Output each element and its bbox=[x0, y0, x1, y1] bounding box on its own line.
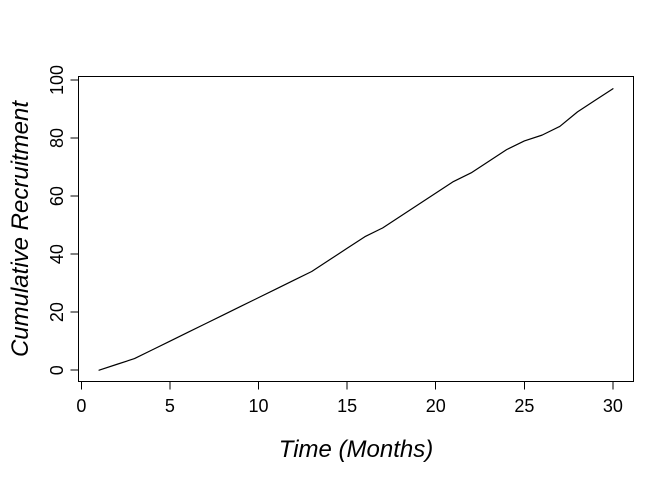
x-axis-title: Time (Months) bbox=[279, 436, 433, 463]
plot-box bbox=[78, 76, 634, 382]
recruitment-series-line bbox=[98, 88, 614, 371]
y-tick-label: 100 bbox=[47, 65, 67, 95]
x-tick-label: 25 bbox=[514, 396, 534, 416]
y-tick-label: 60 bbox=[47, 186, 67, 206]
y-tick-label: 40 bbox=[47, 244, 67, 264]
y-tick-label: 20 bbox=[47, 302, 67, 322]
x-tick-label: 20 bbox=[426, 396, 446, 416]
chart-generated-layer: 0 5 10 15 20 25 30 0 20 40 60 80 100 bbox=[47, 65, 634, 416]
x-tick-label: 15 bbox=[337, 396, 357, 416]
y-tick-label: 80 bbox=[47, 128, 67, 148]
x-tick-label: 5 bbox=[165, 396, 175, 416]
x-tick-label: 30 bbox=[603, 396, 623, 416]
x-tick-label: 10 bbox=[249, 396, 269, 416]
x-tick-label: 0 bbox=[76, 396, 86, 416]
y-axis-title: Cumulative Recruitment bbox=[7, 100, 34, 357]
y-tick-label: 0 bbox=[47, 365, 67, 375]
